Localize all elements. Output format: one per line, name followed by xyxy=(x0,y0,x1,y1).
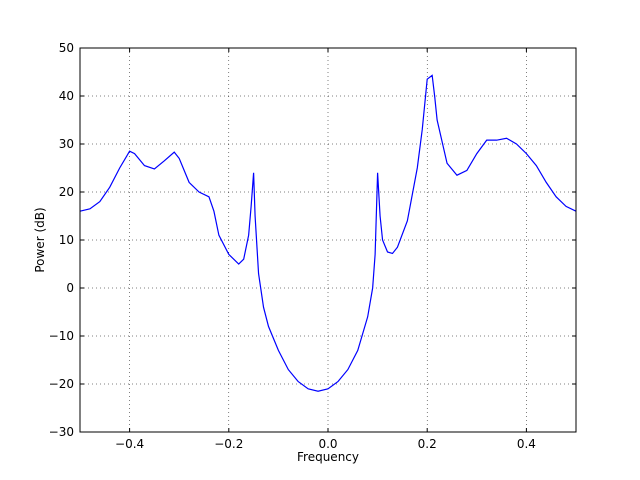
y-tick-label: −20 xyxy=(49,377,74,391)
x-tick-label: −0.2 xyxy=(214,437,243,451)
y-tick-label: 10 xyxy=(59,233,74,247)
data-line xyxy=(79,74,577,392)
x-tick-label: 0.2 xyxy=(418,437,437,451)
y-tick-label: 20 xyxy=(59,185,74,199)
y-tick-label: −30 xyxy=(49,425,74,439)
x-tick-label: −0.4 xyxy=(115,437,144,451)
y-tick-label: 40 xyxy=(59,89,74,103)
y-tick-label: 30 xyxy=(59,137,74,151)
y-tick-label: 0 xyxy=(66,281,74,295)
y-tick-label: 50 xyxy=(59,41,74,55)
plot-frame xyxy=(79,47,577,433)
y-tick-label: −10 xyxy=(49,329,74,343)
x-tick-label: 0.4 xyxy=(517,437,536,451)
x-axis-label: Frequency xyxy=(297,450,359,464)
y-axis-label: Power (dB) xyxy=(33,207,47,272)
x-tick-label: 0.0 xyxy=(318,437,337,451)
